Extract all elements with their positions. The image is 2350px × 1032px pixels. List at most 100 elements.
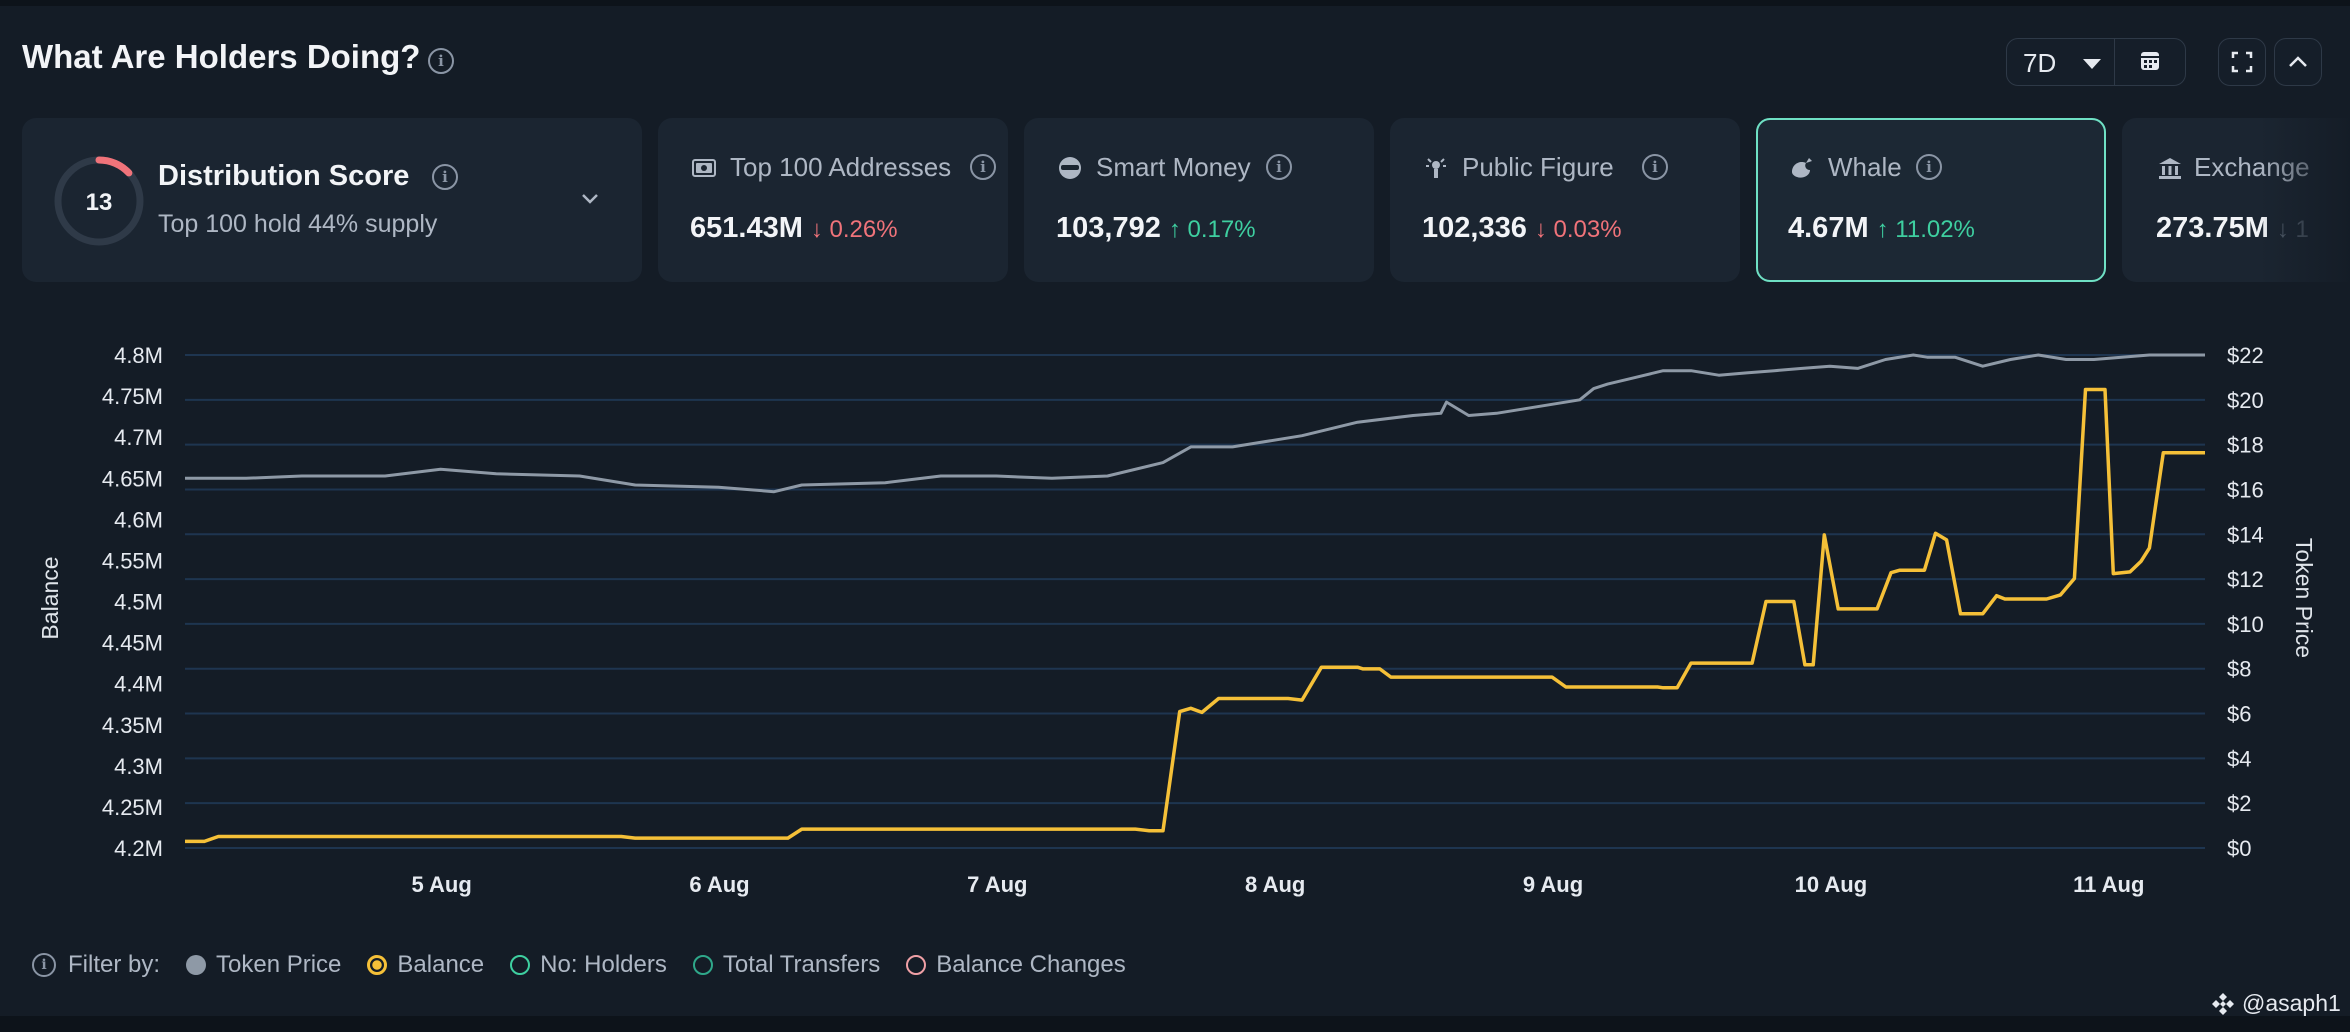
top100-card[interactable]: Top 100 Addresses i 651.43M ↓ 0.26%: [658, 118, 1008, 282]
caret-down-icon: [2083, 59, 2101, 69]
collapse-button[interactable]: [2274, 38, 2322, 86]
y-tick-label: 4.8M: [114, 343, 163, 368]
fade-overlay: [2260, 118, 2350, 282]
value-text: 102,336: [1422, 212, 1527, 244]
legend-item-total-transfers[interactable]: Total Transfers: [692, 951, 881, 979]
y-tick-label: 4.6M: [114, 507, 163, 532]
change-text: 0.17%: [1187, 216, 1256, 243]
filter-label: i Filter by:: [32, 951, 160, 979]
exchange-card[interactable]: Exchange 273.75M↓ 1: [2122, 118, 2350, 282]
info-icon[interactable]: i: [1916, 154, 1942, 180]
legend-label: Balance: [397, 951, 485, 978]
chevron-up-icon: [2289, 56, 2307, 67]
watermark: @asaph1: [2210, 990, 2341, 1017]
legend-dot: [510, 955, 531, 975]
card-value: 102,336 ↓ 0.03%: [1422, 212, 1622, 245]
whale-card[interactable]: Whale i 4.67M ↑ 11.02%: [1756, 118, 2106, 282]
fullscreen-button[interactable]: [2218, 38, 2266, 86]
bank-icon: [2159, 158, 2181, 179]
legend-label: No: Holders: [540, 951, 667, 978]
y-tick-label: 4.3M: [114, 754, 163, 779]
info-icon[interactable]: i: [32, 953, 56, 977]
calendar-button[interactable]: [2115, 39, 2185, 85]
legend-item-balance-changes[interactable]: Balance Changes: [906, 951, 1126, 979]
y2-tick-label: $18: [2227, 433, 2264, 458]
info-icon[interactable]: i: [428, 48, 454, 74]
x-tick-label: 8 Aug: [1245, 872, 1305, 897]
x-tick-label: 11 Aug: [2073, 872, 2144, 897]
score-gauge: 13: [54, 156, 144, 246]
distribution-title: Distribution Score: [158, 160, 410, 192]
top-border: [0, 0, 2350, 6]
y2-tick-label: $12: [2227, 567, 2264, 592]
legend-item-no-holders[interactable]: No: Holders: [510, 951, 667, 979]
value-text: 103,792: [1056, 212, 1161, 244]
y2-tick-label: $0: [2227, 836, 2251, 861]
distribution-score-card[interactable]: 13 Distribution Score i Top 100 hold 44%…: [22, 118, 642, 282]
whale-icon: [1792, 158, 1812, 178]
x-tick-label: 5 Aug: [411, 872, 471, 897]
y-tick-label: 4.65M: [102, 466, 163, 491]
expand-icon: [2231, 51, 2253, 73]
y2-axis-title: Token Price: [2291, 538, 2317, 658]
x-tick-label: 9 Aug: [1523, 872, 1583, 897]
value-text: 4.67M: [1788, 212, 1869, 244]
y-tick-label: 4.4M: [114, 672, 163, 697]
filter-prefix: Filter by:: [68, 951, 161, 978]
y-tick-label: 4.35M: [102, 713, 163, 738]
info-icon[interactable]: i: [1642, 154, 1668, 180]
legend-label: Balance Changes: [936, 951, 1126, 978]
legend-label: Total Transfers: [722, 951, 881, 978]
card-value: 4.67M ↑ 11.02%: [1788, 212, 1975, 245]
y-tick-label: 4.2M: [114, 836, 163, 861]
smart-money-card[interactable]: Smart Money i 103,792 ↑ 0.17%: [1024, 118, 1374, 282]
info-icon[interactable]: i: [970, 154, 996, 180]
y-tick-label: 4.5M: [114, 590, 163, 615]
legend: i Filter by: Token Price Balance No: Holde…: [32, 950, 1152, 980]
change-up: ↑ 11.02%: [1876, 216, 1975, 243]
calendar-icon: [2141, 52, 2159, 70]
legend-label: Token Price: [216, 951, 342, 978]
range-label: 7D: [2023, 48, 2057, 78]
x-tick-label: 7 Aug: [967, 872, 1027, 897]
y2-tick-label: $16: [2227, 477, 2264, 502]
megaphone-icon: [1426, 158, 1446, 178]
change-down: ↓ 0.03%: [1534, 216, 1622, 243]
y-tick-label: 4.55M: [102, 548, 163, 573]
chevron-down-icon[interactable]: [577, 186, 603, 212]
change-down: ↓ 0.26%: [810, 216, 898, 243]
y2-tick-label: $20: [2227, 388, 2264, 413]
card-value: 651.43M ↓ 0.26%: [690, 212, 898, 245]
y2-tick-label: $10: [2227, 612, 2264, 637]
score-value: 13: [86, 189, 113, 216]
y2-tick-label: $2: [2227, 791, 2251, 816]
legend-dot: [906, 955, 927, 975]
y-tick-label: 4.75M: [102, 384, 163, 409]
card-value: 103,792 ↑ 0.17%: [1056, 212, 1256, 245]
change-up: ↑ 0.17%: [1168, 216, 1256, 243]
range-dropdown[interactable]: 7D: [2007, 39, 2115, 85]
y2-tick-label: $14: [2227, 522, 2264, 547]
value-text: 273.75M: [2156, 212, 2269, 244]
info-icon[interactable]: i: [1266, 154, 1292, 180]
wallet-icon: [692, 159, 716, 177]
y-tick-label: 4.7M: [114, 425, 163, 450]
y2-tick-label: $22: [2227, 343, 2264, 368]
distribution-subtitle: Top 100 hold 44% supply: [158, 210, 438, 238]
binance-logo-icon: [2212, 992, 2234, 1015]
change-text: 11.02%: [1895, 216, 1975, 243]
y-tick-label: 4.45M: [102, 631, 163, 656]
legend-dot: [367, 955, 388, 975]
legend-dot: [186, 955, 207, 975]
card-label: Public Figure: [1462, 152, 1614, 182]
legend-item-balance[interactable]: Balance: [367, 951, 484, 979]
y2-tick-label: $6: [2227, 702, 2251, 727]
y2-tick-label: $8: [2227, 657, 2251, 682]
y2-tick-label: $4: [2227, 746, 2251, 771]
info-icon[interactable]: i: [432, 164, 458, 190]
watermark-text: @asaph1: [2242, 990, 2341, 1016]
change-text: 0.03%: [1553, 216, 1622, 243]
bottom-border: [0, 1016, 2350, 1032]
legend-item-token-price[interactable]: Token Price: [186, 951, 341, 979]
public-figure-card[interactable]: Public Figure i 102,336 ↓ 0.03%: [1390, 118, 1740, 282]
